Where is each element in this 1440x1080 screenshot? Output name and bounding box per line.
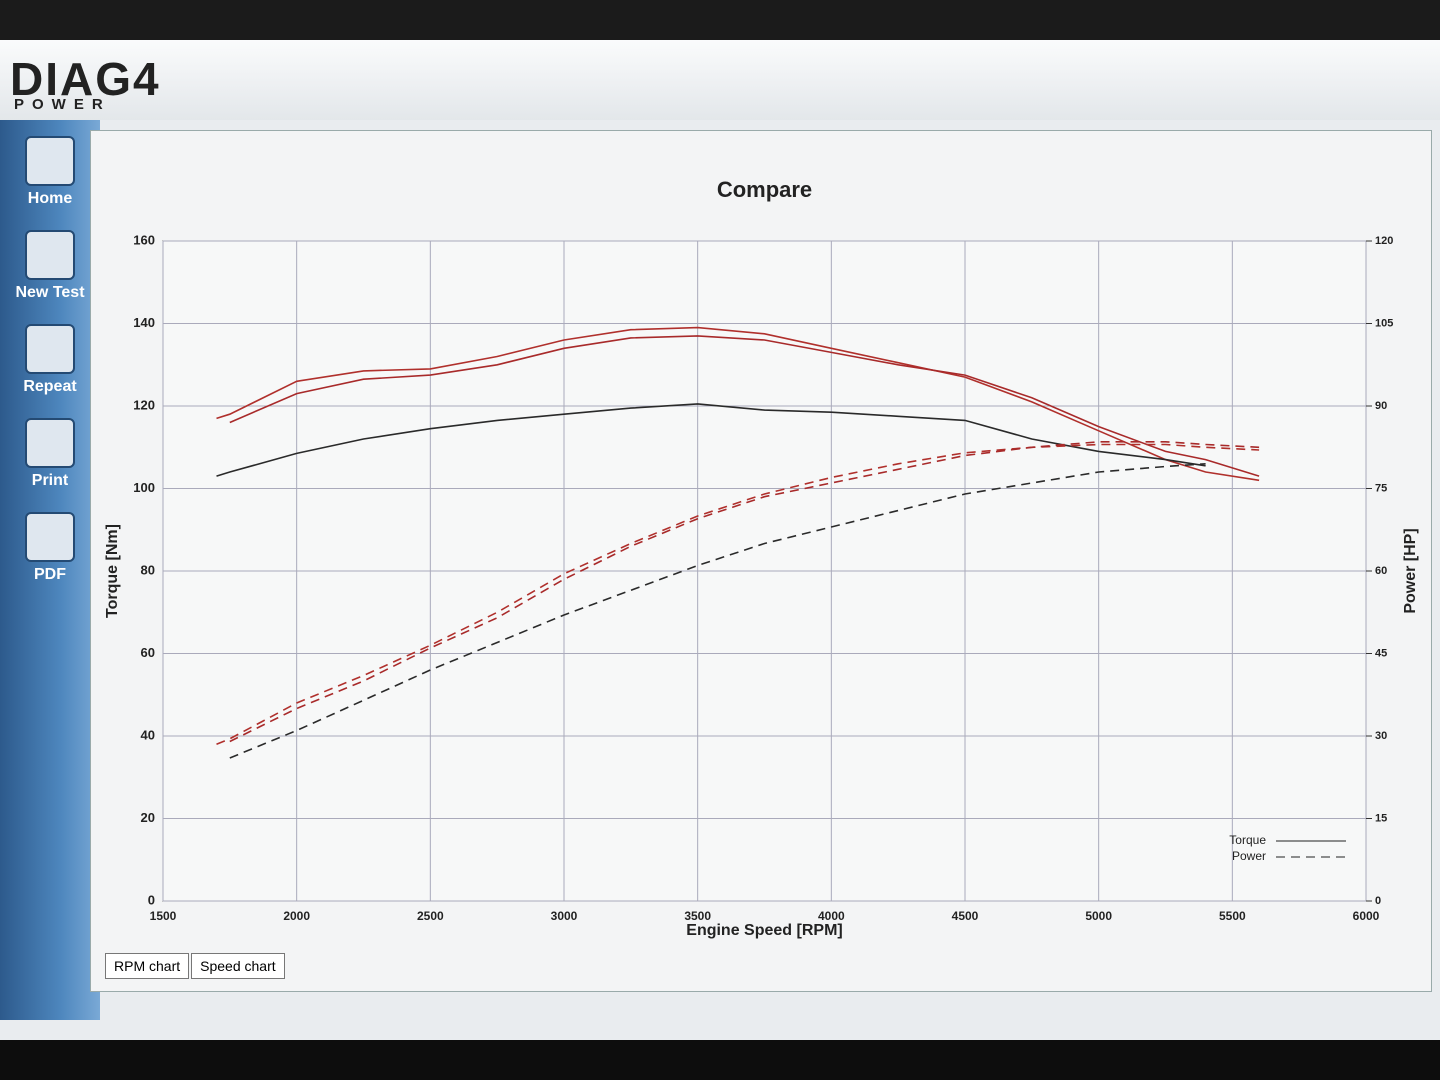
y2-tick-label: 105 — [1375, 317, 1393, 329]
button-icon — [25, 512, 75, 562]
power-line — [216, 443, 1260, 746]
logo: DIAG4 — [10, 53, 161, 105]
y-tick-label: 60 — [141, 645, 155, 660]
tab[interactable]: RPM chart — [105, 953, 190, 979]
power-line — [229, 441, 1260, 743]
y-tick-label: 120 — [133, 397, 155, 412]
y2-tick-label: 60 — [1375, 565, 1387, 577]
y2-tick-label: 0 — [1375, 895, 1381, 907]
y-tick-label: 0 — [148, 892, 155, 907]
tab[interactable]: Speed chart — [191, 953, 285, 979]
button-icon — [25, 230, 75, 280]
y2-tick-label: 75 — [1375, 482, 1387, 494]
taskbar — [0, 1040, 1440, 1080]
y-tick-label: 160 — [133, 232, 155, 247]
torque-line — [216, 403, 1206, 477]
chart: Compare Engine Speed [RPM] Torque [Nm] Powe… — [104, 177, 1419, 939]
x-tick-label: 2000 — [283, 909, 310, 923]
x-tick-label: 6000 — [1353, 909, 1380, 923]
y-tick-label: 20 — [141, 810, 155, 825]
button-label: PDF — [34, 566, 66, 583]
sidebar-button[interactable]: Print — [0, 412, 100, 502]
x-tick-label: 3500 — [684, 909, 711, 923]
sidebar-button[interactable]: Home — [0, 130, 100, 220]
screen: DIAG4 POWER Home New Test Repeat Print PDF C… — [0, 40, 1440, 1080]
torque-line — [216, 326, 1260, 482]
x-tick-label: 1500 — [150, 909, 177, 923]
x-tick-label: 5500 — [1219, 909, 1246, 923]
torque-line — [229, 335, 1260, 477]
x-tick-label: 4500 — [952, 909, 979, 923]
x-tick-label: 4000 — [818, 909, 845, 923]
y-tick-label: 100 — [133, 480, 155, 495]
tabs: RPM chart Speed chart — [105, 953, 287, 979]
sidebar-button[interactable]: Repeat — [0, 318, 100, 408]
logo-sub: POWER — [14, 96, 111, 113]
chart-title: Compare — [717, 177, 812, 202]
x-tick-label: 2500 — [417, 909, 444, 923]
button-icon — [25, 136, 75, 186]
sidebar-button[interactable]: New Test — [0, 224, 100, 314]
sidebar: Home New Test Repeat Print PDF — [0, 120, 100, 1020]
x-tick-label: 5000 — [1085, 909, 1112, 923]
y2-tick-label: 120 — [1375, 235, 1393, 247]
y2-tick-label: 45 — [1375, 647, 1387, 659]
x-tick-label: 3000 — [551, 909, 578, 923]
legend-label: Torque — [1229, 833, 1266, 847]
button-icon — [25, 324, 75, 374]
x-axis-label: Engine Speed [RPM] — [686, 922, 842, 939]
y2-tick-label: 30 — [1375, 730, 1387, 742]
sidebar-button[interactable]: PDF — [0, 506, 100, 596]
y-tick-label: 140 — [133, 315, 155, 330]
button-label: Print — [31, 472, 69, 489]
button-label: Repeat — [23, 378, 77, 395]
top-bar: DIAG4 POWER — [0, 40, 1440, 120]
y-tick-label: 40 — [141, 727, 155, 742]
y2-tick-label: 15 — [1375, 812, 1387, 824]
chart-panel: Compare Engine Speed [RPM] Torque [Nm] Powe… — [90, 130, 1432, 992]
y-axis-label: Torque [Nm] — [104, 524, 121, 618]
button-icon — [25, 418, 75, 468]
y2-tick-label: 90 — [1375, 400, 1387, 412]
button-label: Home — [27, 190, 73, 207]
button-label: New Test — [15, 284, 85, 301]
y2-axis-label: Power [HP] — [1402, 528, 1419, 613]
legend-label: Power — [1232, 849, 1266, 863]
y-tick-label: 80 — [141, 562, 155, 577]
power-line — [229, 463, 1206, 759]
